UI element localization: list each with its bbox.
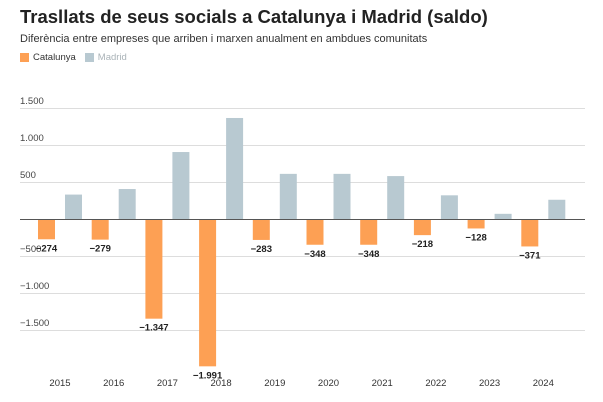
legend-label-madrid: Madrid: [97, 52, 127, 63]
bar-madrid-2017: [172, 152, 190, 219]
y-tick-label: 1.500: [20, 96, 44, 107]
data-label-catalunya-2019: −283: [251, 244, 272, 255]
bar-layer: [38, 117, 566, 367]
bar-catalunya-2015: [38, 219, 55, 240]
y-tick-label: −500: [20, 244, 41, 255]
bar-catalunya-2024: [521, 219, 539, 247]
data-label-catalunya-2018: −1.991: [193, 370, 223, 381]
data-label-catalunya-2017: −1.347: [139, 323, 168, 334]
legend-swatch-catalunya: [20, 53, 29, 62]
bar-madrid-2022: [440, 195, 458, 219]
bar-catalunya-2021: [360, 219, 378, 245]
bar-catalunya-2019: [252, 219, 270, 240]
data-label-catalunya-2023: −128: [465, 232, 486, 243]
x-tick-label: 2016: [103, 378, 124, 389]
data-label-catalunya-2015: −274: [36, 243, 58, 254]
x-tick-label: 2018: [211, 378, 232, 389]
y-tick-label: −1.000: [20, 281, 49, 292]
legend-label-catalunya: Catalunya: [33, 52, 76, 63]
bar-catalunya-2022: [413, 219, 431, 236]
legend: Catalunya Madrid: [20, 52, 136, 63]
data-label-catalunya-2016: −279: [89, 244, 110, 255]
legend-swatch-madrid: [84, 53, 94, 62]
legend-item-madrid: Madrid: [84, 52, 127, 63]
bar-madrid-2023: [494, 213, 512, 219]
x-tick-label: 2022: [425, 378, 446, 389]
bar-catalunya-2023: [467, 219, 485, 229]
data-label-catalunya-2022: −218: [412, 239, 433, 250]
bar-madrid-2015: [65, 194, 82, 219]
bar-madrid-2019: [279, 173, 297, 219]
data-label-catalunya-2021: −348: [358, 249, 379, 260]
y-tick-label: 1.000: [20, 133, 44, 144]
bar-catalunya-2018: [199, 219, 217, 367]
bar-catalunya-2020: [306, 219, 324, 245]
bar-madrid-2024: [548, 199, 566, 219]
x-tick-label: 2015: [49, 378, 70, 389]
y-tick-label: 500: [20, 170, 36, 181]
x-tick-label: 2023: [479, 378, 500, 389]
grid-layer: 1.500 1.000 500 −500 −1.000 −1.500: [20, 96, 585, 331]
data-label-catalunya-2024: −371: [519, 250, 541, 261]
chart-title: Trasllats de seus socials a Catalunya i …: [20, 6, 488, 27]
x-tick-label: 2019: [264, 378, 285, 389]
bar-catalunya-2016: [91, 219, 109, 240]
legend-item-catalunya: Catalunya: [20, 52, 76, 63]
y-tick-label: −1.500: [20, 318, 49, 329]
bar-madrid-2020: [333, 173, 351, 219]
x-tick-label: 2017: [157, 378, 178, 389]
data-label-catalunya-2020: −348: [304, 249, 325, 260]
bar-madrid-2016: [118, 189, 136, 219]
bar-madrid-2021: [387, 176, 405, 219]
x-tick-label: 2024: [533, 378, 554, 389]
bar-madrid-2018: [226, 117, 244, 219]
chart-subtitle: Diferència entre empreses que arriben i …: [20, 33, 428, 45]
x-tick-label: 2021: [372, 378, 393, 389]
bar-catalunya-2017: [145, 219, 163, 319]
x-tick-label: 2020: [318, 378, 339, 389]
